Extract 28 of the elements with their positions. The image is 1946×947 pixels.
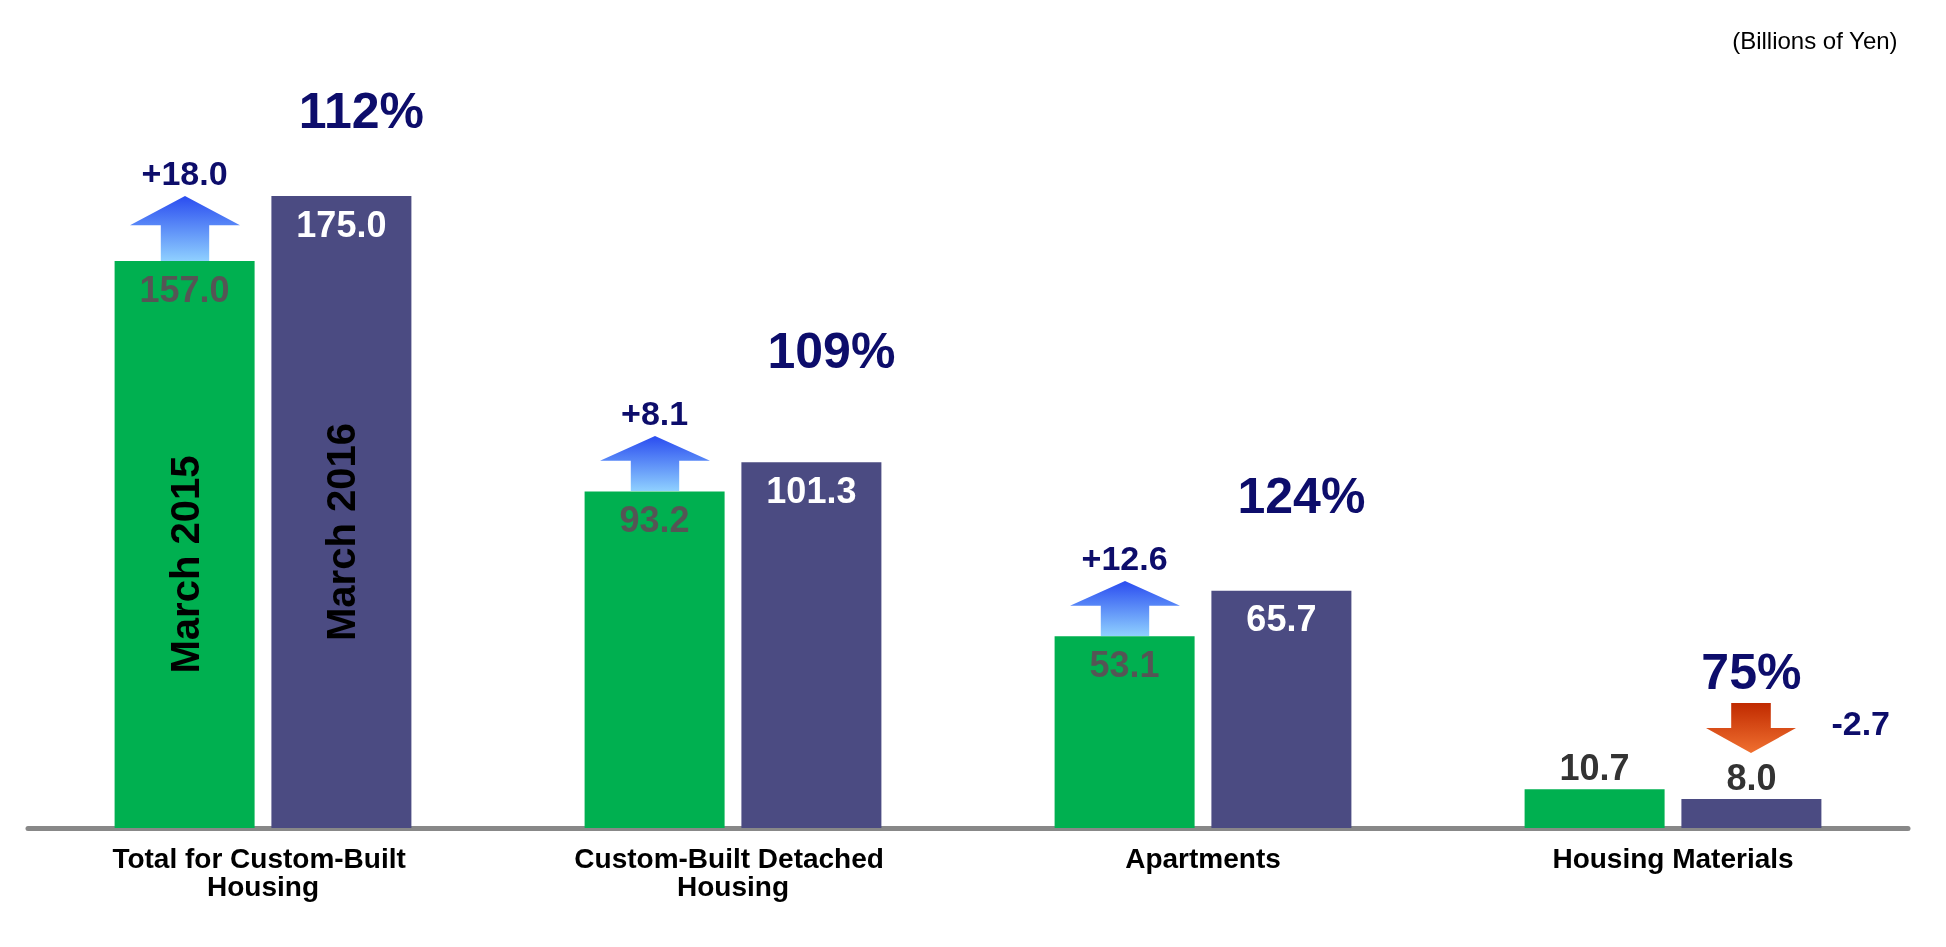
text: +18.0 (141, 154, 228, 193)
data-label: 101.3 (766, 469, 857, 511)
data-label: 53.1 (1089, 643, 1160, 685)
data-label: 8.0 (1726, 756, 1777, 798)
annotation: 75% (1701, 644, 1802, 701)
data-label: 175.0 (296, 203, 387, 245)
data-label: 65.7 (1246, 598, 1317, 640)
bar (1681, 799, 1822, 828)
data-label: 10.7 (1559, 746, 1630, 788)
annotation: +12.6 (1081, 539, 1168, 578)
x-tick-label: Housing Materials (1552, 842, 1794, 874)
data-label: 157.0 (139, 268, 230, 310)
annotation: -2.7 (1831, 704, 1890, 743)
bar (271, 196, 412, 828)
series-label: March 2016 (319, 423, 364, 641)
text: 112% (298, 83, 424, 140)
x-tick-label: Total for Custom-Built Housing (112, 842, 414, 902)
annotation: +8.1 (621, 394, 689, 433)
text: (Billions of Yen) (1732, 26, 1898, 54)
annotation: 124% (1237, 468, 1366, 525)
bar (1524, 789, 1665, 828)
series-label: March 2015 (162, 455, 207, 674)
x-tick-label: Apartments (1125, 842, 1281, 874)
bar (1211, 590, 1352, 828)
bar (741, 462, 882, 828)
data-label: 93.2 (619, 498, 690, 540)
annotation: 109% (767, 323, 896, 380)
x-tick-label: Custom-Built Detached Housing (574, 842, 892, 902)
